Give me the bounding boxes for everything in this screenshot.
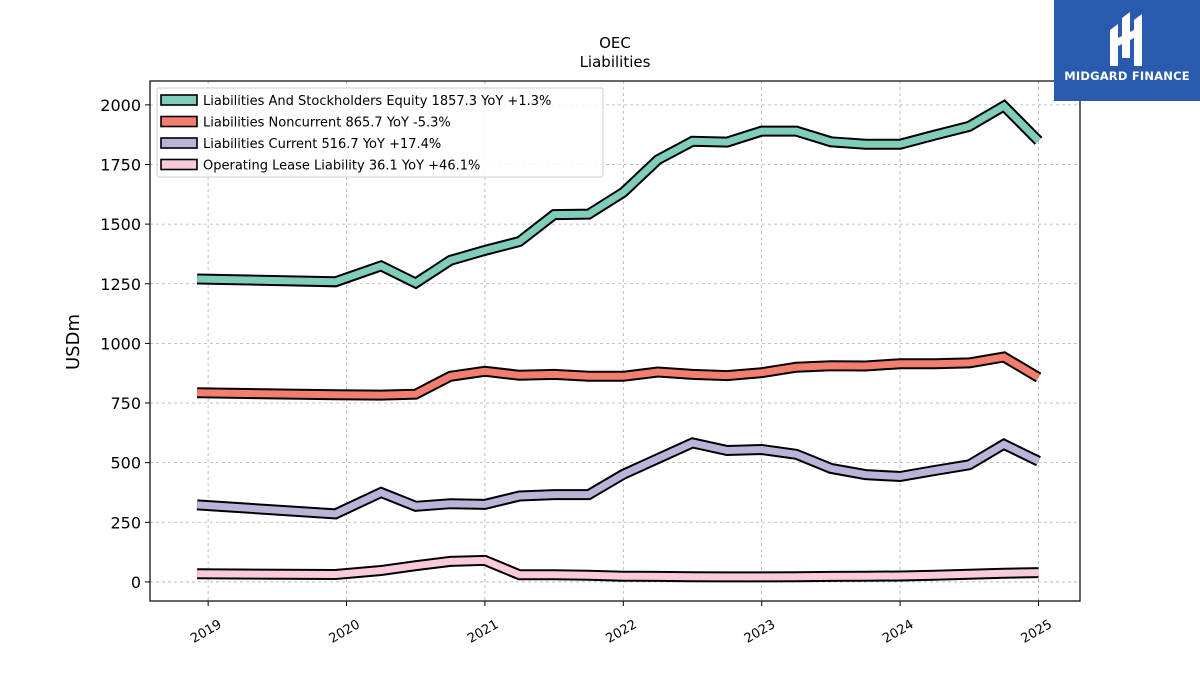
- y-tick-label: 1500: [100, 215, 141, 234]
- y-tick-label: 1750: [100, 155, 141, 174]
- legend-entry-label: Liabilities Current 516.7 YoY +17.4%: [203, 137, 441, 152]
- series-liabilities-current: [196, 437, 1041, 520]
- y-tick-label: 250: [110, 513, 141, 532]
- brand-name: MIDGARD FINANCE: [1064, 69, 1190, 83]
- series-line: [197, 353, 1041, 399]
- plot-frame: [149, 80, 1081, 602]
- legend-entry-label: Liabilities And Stockholders Equity 1857…: [203, 94, 551, 109]
- brand-logo: MIDGARD FINANCE: [1054, 0, 1200, 101]
- legend: Liabilities And Stockholders Equity 1857…: [156, 87, 604, 178]
- legend-swatch: [160, 115, 198, 128]
- x-tick-label: 2023: [742, 617, 778, 647]
- x-tick-label: 2021: [465, 617, 501, 647]
- x-tick-label: 2024: [880, 617, 916, 647]
- series-line: [197, 101, 1041, 288]
- legend-swatch: [160, 94, 198, 106]
- y-tick-label: 1000: [100, 334, 141, 353]
- y-tick-label: 1250: [100, 275, 141, 294]
- series-operating-lease-liability: [197, 554, 1039, 583]
- x-tick-label: 2022: [603, 617, 639, 647]
- series-lines: [196, 99, 1043, 583]
- legend-swatch: [160, 137, 198, 149]
- chart-subtitle: Liabilities: [580, 53, 651, 71]
- x-tick-label: 2025: [1019, 617, 1055, 647]
- series-line: [196, 439, 1041, 518]
- y-tick-label: 750: [110, 394, 141, 413]
- x-tick-label: 2020: [327, 617, 363, 647]
- legend-swatch: [160, 158, 198, 171]
- series-liabilities-noncurrent: [197, 351, 1042, 401]
- chart-title: OEC: [599, 34, 631, 52]
- series-liabilities-and-stockholders-equity: [196, 99, 1043, 290]
- legend-box: [156, 87, 604, 178]
- y-tick-label: 2000: [100, 96, 141, 115]
- y-tick-label: 500: [110, 454, 141, 473]
- y-tick-label: 0: [131, 573, 141, 592]
- y-axis-label: USDm: [63, 314, 84, 370]
- grid: [150, 81, 1080, 601]
- series-line: [197, 556, 1039, 581]
- midgard-logo-icon: [1110, 12, 1142, 66]
- legend-entry-label: Operating Lease Liability 36.1 YoY +46.1…: [203, 159, 480, 174]
- legend-entry-label: Liabilities Noncurrent 865.7 YoY -5.3%: [203, 116, 451, 131]
- x-tick-label: 2019: [188, 617, 224, 647]
